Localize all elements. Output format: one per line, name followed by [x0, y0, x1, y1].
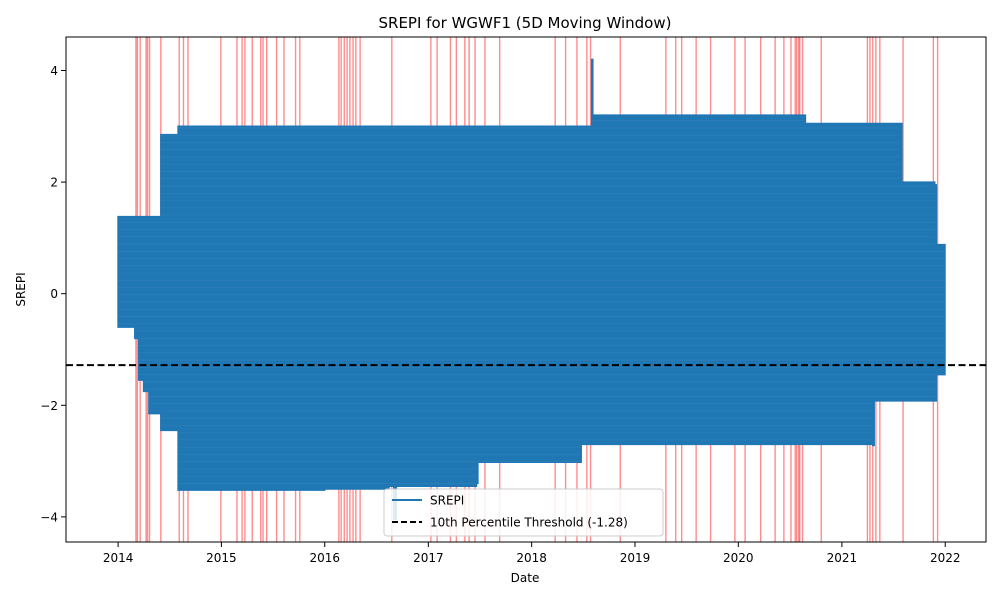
plot-area-frame	[65, 36, 987, 543]
x-tick-label: 2018	[516, 551, 547, 565]
x-tick-label: 2016	[309, 551, 340, 565]
srepi-series-band	[117, 58, 946, 521]
y-tick-label: −2	[40, 399, 58, 413]
x-tick-label: 2022	[930, 551, 961, 565]
x-axis-label: Date	[511, 571, 540, 585]
x-tick-label: 2021	[827, 551, 858, 565]
x-tick-label: 2017	[413, 551, 444, 565]
x-tick-label: 2019	[620, 551, 651, 565]
legend-label-threshold: 10th Percentile Threshold (-1.28)	[430, 516, 628, 530]
y-tick-label: 0	[50, 287, 58, 301]
y-tick-label: 2	[50, 176, 58, 190]
x-axis: 2014 2015 2016 2017 2018 2019 2020 2021 2022	[103, 542, 961, 565]
x-tick-label: 2015	[206, 551, 237, 565]
y-axis: 4 2 0 −2 −4	[40, 64, 66, 524]
chart-title: SREPI for WGWF1 (5D Moving Window)	[379, 14, 672, 32]
legend: SREPI 10th Percentile Threshold (-1.28)	[383, 488, 664, 537]
x-tick-label: 2020	[723, 551, 754, 565]
y-tick-label: −4	[40, 510, 58, 524]
y-axis-label: SREPI	[14, 272, 28, 306]
legend-box	[383, 488, 664, 537]
x-tick-label: 2014	[103, 551, 134, 565]
legend-label-srepi: SREPI	[430, 494, 464, 508]
series-layer	[117, 58, 946, 521]
y-tick-label: 4	[50, 64, 58, 78]
